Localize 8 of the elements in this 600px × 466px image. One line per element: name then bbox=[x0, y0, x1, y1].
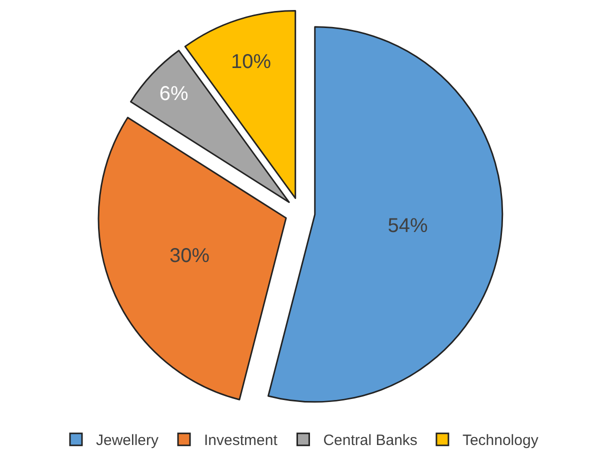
legend-label: Central Banks bbox=[323, 432, 418, 450]
legend-label: Technology bbox=[462, 432, 539, 450]
data-label: 54% bbox=[388, 215, 428, 238]
data-label: 6% bbox=[159, 83, 189, 106]
legend-label: Jewellery bbox=[96, 432, 160, 450]
data-label: 30% bbox=[170, 245, 210, 268]
legend-label: Investment bbox=[204, 432, 278, 450]
data-label: 10% bbox=[230, 51, 272, 74]
